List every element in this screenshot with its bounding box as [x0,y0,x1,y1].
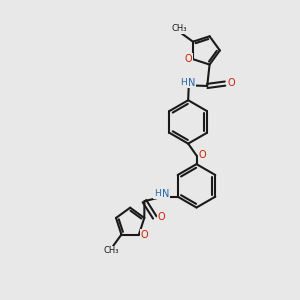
Text: H: H [180,78,187,87]
Text: CH₃: CH₃ [104,246,119,255]
Text: H: H [154,189,160,198]
Text: O: O [199,150,206,160]
Text: N: N [161,189,169,199]
Text: O: O [228,78,236,88]
Text: CH₃: CH₃ [171,24,187,33]
Text: O: O [140,230,148,240]
Text: O: O [158,212,165,223]
Text: N: N [188,78,195,88]
Text: O: O [185,54,192,64]
